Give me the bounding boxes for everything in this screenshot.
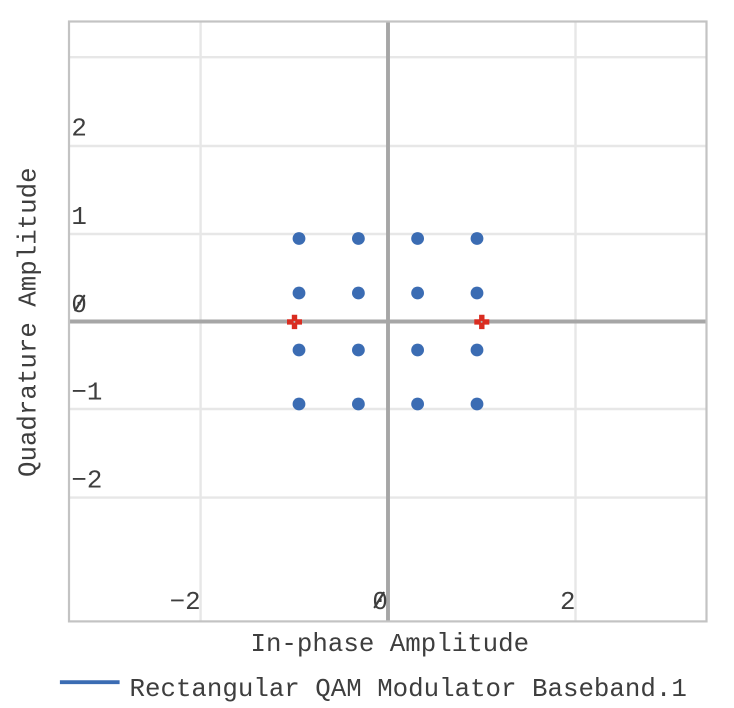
svg-text:In-phase Amplitude: In-phase Amplitude [250,630,529,659]
svg-text:−1: −1 [71,379,102,408]
svg-text:0: 0 [372,588,387,617]
svg-text:1: 1 [71,203,86,232]
svg-text:2: 2 [71,115,86,144]
svg-text:Rectangular QAM Modulator Base: Rectangular QAM Modulator Baseband.1 [130,675,687,703]
svg-text:−2: −2 [71,467,102,496]
svg-text:2: 2 [560,588,575,617]
svg-text:−2: −2 [170,588,201,617]
svg-text:Quadrature Amplitude: Quadrature Amplitude [14,167,43,477]
